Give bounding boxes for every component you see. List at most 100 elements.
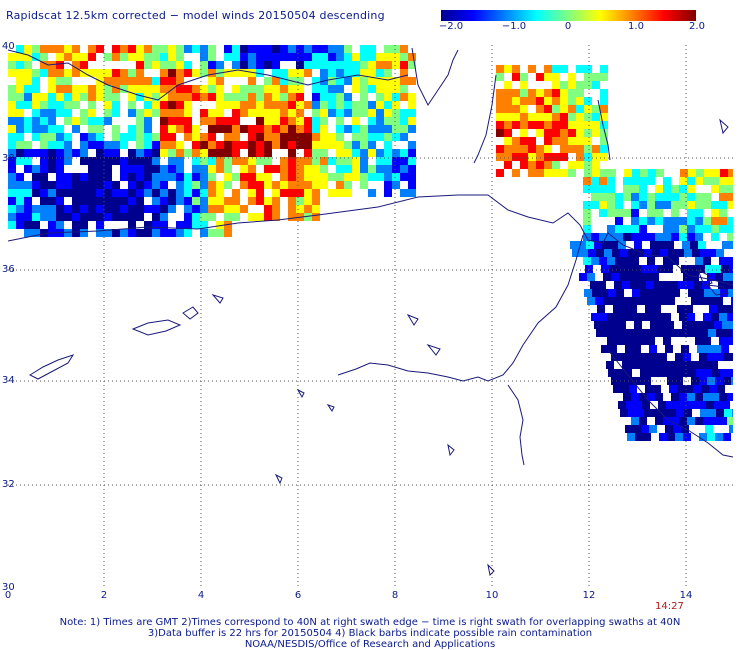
wind-cell [599,185,607,193]
wind-cell [296,77,304,85]
wind-cell [216,109,224,117]
wind-cell [408,109,416,117]
wind-cell [344,125,352,133]
wind-cell [200,45,208,53]
wind-cell [112,197,120,205]
wind-cell [603,297,611,305]
wind-cell [200,117,208,125]
wind-cell [724,329,732,337]
wind-cell [32,45,40,53]
wind-cell [552,153,560,161]
wind-cell [40,125,48,133]
wind-cell [24,61,32,69]
wind-cell [64,133,72,141]
wind-cell [528,169,536,177]
wind-cell [88,125,96,133]
wind-cell [579,273,587,281]
wind-cell [376,93,384,101]
wind-cell [32,213,40,221]
wind-cell [120,85,128,93]
wind-cell [352,69,360,77]
wind-cell [384,157,392,165]
wind-cell [584,105,592,113]
wind-cell [408,165,416,173]
wind-cell [96,229,104,237]
wind-cell [288,141,296,149]
wind-cell [32,133,40,141]
wind-cell [272,77,280,85]
wind-cell [711,185,719,193]
wind-cell [312,85,320,93]
wind-cell [671,209,679,217]
wind-cell [112,109,120,117]
wind-cell [208,61,216,69]
wind-cell [504,89,512,97]
wind-cell [368,133,376,141]
wind-cell [656,369,664,377]
wind-cell [679,193,687,201]
wind-cell [272,165,280,173]
wind-cell [520,105,528,113]
wind-cell [184,133,192,141]
wind-cell [144,157,152,165]
wind-cell [606,361,614,369]
wind-cell [634,241,642,249]
wind-cell [320,85,328,93]
wind-cell [168,157,176,165]
wind-cell [40,213,48,221]
wind-cell [633,345,641,353]
wind-cell [248,213,256,221]
map-panel[interactable] [8,45,733,587]
wind-cell [264,173,272,181]
wind-cell [607,233,615,241]
wind-cell [136,69,144,77]
wind-cell [104,69,112,77]
wind-cell [232,69,240,77]
wind-cell [344,181,352,189]
wind-cell [144,101,152,109]
wind-cell [368,85,376,93]
wind-cell [520,89,528,97]
wind-cell [634,321,642,329]
wind-cell [288,173,296,181]
wind-cell [56,61,64,69]
wind-cell [730,241,733,249]
wind-cell [568,121,576,129]
wind-cell [598,281,606,289]
wind-cell [272,181,280,189]
wind-cell [352,61,360,69]
wind-cell [56,205,64,213]
wind-cell [112,141,120,149]
wind-cell [200,197,208,205]
wind-cell [288,213,296,221]
colorbar-tick: 2.0 [689,21,705,32]
wind-cell [658,401,666,409]
wind-cell [56,101,64,109]
wind-cell [408,77,416,85]
wind-cell [328,45,336,53]
wind-cell [112,181,120,189]
wind-cell [264,205,272,213]
wind-cell [692,329,700,337]
wind-cell [56,189,64,197]
wind-cell [623,177,631,185]
wind-cell [520,145,528,153]
wind-cell [216,229,224,237]
wind-cell [104,101,112,109]
wind-cell [312,189,320,197]
wind-cell [722,401,730,409]
wind-cell [96,125,104,133]
wind-cell [631,225,639,233]
wind-cell [24,221,32,229]
wind-cell [80,221,88,229]
wind-cell [703,313,711,321]
wind-cell [352,141,360,149]
wind-cell [586,241,594,249]
wind-cell [280,53,288,61]
wind-cell [192,165,200,173]
wind-cell [671,193,679,201]
wind-cell [623,257,631,265]
wind-cell [80,213,88,221]
wind-cell [588,249,596,257]
wind-cell [631,201,639,209]
